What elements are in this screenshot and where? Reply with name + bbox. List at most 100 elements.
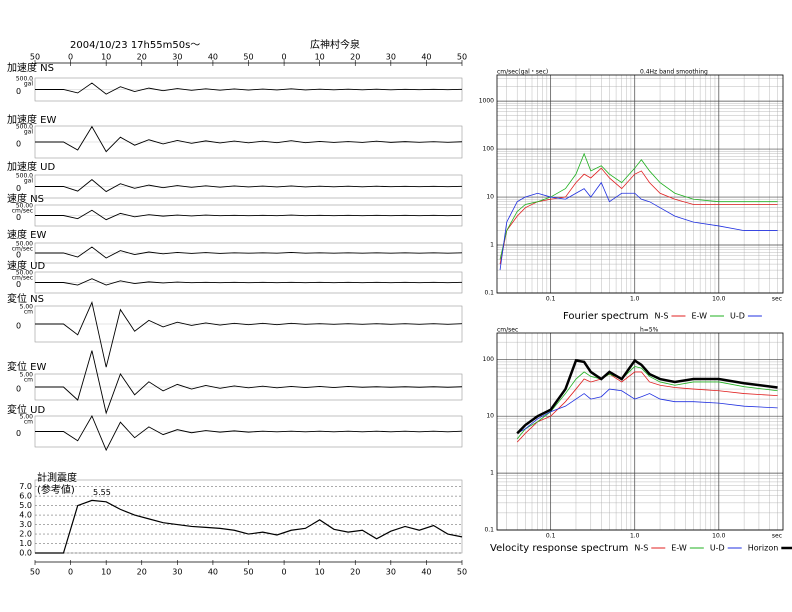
legend-label: N-S — [634, 544, 648, 553]
scale-label: 5.00 — [20, 372, 34, 379]
unit-label: gal — [24, 178, 33, 185]
spectrum-line — [516, 371, 778, 443]
subtitle: 0.4Hz band smoothing — [640, 69, 708, 76]
scale-label: 50.00 — [16, 203, 33, 210]
unit-label: cm/sec — [12, 208, 33, 215]
x-tick-label: 10.0 — [712, 296, 726, 303]
x-tick-label: 0 — [282, 568, 287, 577]
x-tick-label: 20 — [350, 568, 360, 577]
zero-label: 0 — [16, 213, 21, 222]
y-tick-label: 7.0 — [19, 482, 32, 491]
y-tick-label: 2.0 — [19, 530, 32, 539]
x-tick-label: 10.0 — [712, 533, 726, 540]
x-tick-label: 30 — [172, 53, 182, 62]
scale-label: 500.0 — [16, 124, 33, 131]
y-tick-label: 5.0 — [19, 501, 32, 510]
waveform — [35, 350, 463, 415]
x-tick-label: 20 — [350, 53, 360, 62]
y-tick-label: 4.0 — [19, 511, 32, 520]
y-tick-label: 1.0 — [19, 539, 32, 548]
legend-label: E-W — [671, 544, 687, 553]
x-tick-label: 0 — [282, 53, 287, 62]
x-tick-label: 30 — [386, 568, 396, 577]
scale-label: 500.0 — [16, 76, 33, 83]
x-tick-label: 50 — [457, 568, 467, 577]
zero-label: 0 — [16, 140, 21, 149]
x-tick-label: 30 — [386, 53, 396, 62]
x-tick-label: 20 — [137, 53, 147, 62]
x-tick-label: 50 — [457, 53, 467, 62]
spectrum-line — [517, 388, 778, 434]
unit-label: cm/sec — [12, 246, 33, 253]
intensity-title: 計測震度 — [37, 471, 77, 484]
legend-label: Horizon — [748, 544, 779, 553]
intensity-line — [35, 499, 463, 554]
trace-label: 加速度 EW — [7, 113, 56, 126]
y-tick-label: 3.0 — [19, 520, 32, 529]
y-tick-label: 10 — [486, 413, 494, 420]
waveform — [35, 125, 463, 153]
trace-label: 加速度 UD — [7, 160, 55, 173]
x-tick-label: 0.1 — [546, 533, 556, 540]
x-tick-label: 40 — [421, 53, 431, 62]
waveform — [35, 414, 463, 452]
y-tick-label: 0.0 — [19, 549, 32, 558]
scale-label: 50.00 — [16, 241, 33, 248]
y-tick-label: 100 — [483, 356, 495, 363]
x-tick-label: 10 — [101, 53, 111, 62]
waveform — [35, 179, 463, 193]
y-unit: cm/sec — [497, 327, 518, 334]
spectrum-line — [499, 152, 778, 260]
legend-title: Fourier spectrum — [563, 311, 649, 322]
legend-title: Velocity response spectrum — [490, 543, 628, 554]
scale-label: 5.00 — [20, 304, 34, 311]
x-tick-label: 50 — [30, 53, 40, 62]
unit-label: cm — [24, 309, 33, 316]
legend-label: E-W — [691, 312, 707, 321]
x-unit: sec — [772, 296, 782, 303]
x-tick-label: 0 — [68, 568, 73, 577]
zero-label: 0 — [16, 251, 21, 260]
waveform — [35, 82, 463, 95]
plot-frame — [496, 332, 784, 531]
subtitle: h=5% — [640, 327, 659, 334]
unit-label: gal — [24, 129, 33, 136]
unit-label: cm/sec — [12, 275, 33, 282]
peak-label: 5.55 — [93, 488, 111, 497]
y-tick-label: 1000 — [479, 98, 494, 105]
x-tick-label: 40 — [208, 568, 218, 577]
zero-label: 0 — [16, 184, 21, 193]
x-tick-label: 40 — [208, 53, 218, 62]
y-tick-label: 100 — [483, 146, 495, 153]
station: 広神村今泉 — [310, 38, 360, 51]
zero-label: 0 — [16, 322, 21, 331]
trace-label: 変位 NS — [7, 292, 44, 305]
unit-label: cm — [24, 419, 33, 426]
scale-label: 5.00 — [20, 414, 34, 421]
spectrum-line — [499, 167, 778, 265]
unit-label: cm — [24, 377, 33, 384]
y-tick-label: 0.1 — [484, 527, 494, 534]
y-tick-label: 10 — [486, 194, 494, 201]
datetime: 2004/10/23 17h55m50s～ — [70, 40, 200, 51]
x-tick-label: 50 — [30, 568, 40, 577]
y-tick-label: 6.0 — [19, 492, 32, 501]
zero-label: 0 — [16, 87, 21, 96]
x-tick-label: 30 — [172, 568, 182, 577]
waveform — [35, 209, 463, 221]
trace-label: 速度 NS — [7, 192, 44, 205]
y-unit: cm/sec(gal・sec) — [497, 69, 548, 76]
waveform — [35, 300, 463, 368]
trace-label: 変位 UD — [7, 403, 45, 416]
zero-label: 0 — [16, 280, 21, 289]
x-tick-label: 50 — [243, 568, 253, 577]
waveform — [35, 278, 463, 286]
zero-label: 0 — [16, 429, 21, 438]
waveform — [35, 246, 463, 259]
spectrum-line — [516, 358, 778, 435]
trace-label: 速度 EW — [7, 228, 46, 241]
y-tick-label: 1 — [490, 470, 494, 477]
intensity-subtitle: (参考値) — [37, 483, 75, 496]
y-tick-label: 1 — [490, 242, 494, 249]
